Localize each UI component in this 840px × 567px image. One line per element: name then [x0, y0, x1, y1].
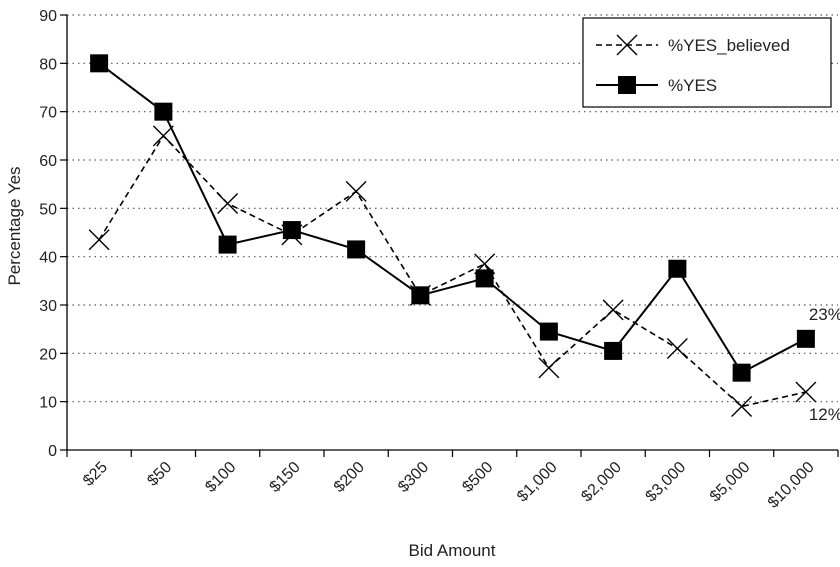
- x-tick-label: $3,000: [643, 459, 690, 506]
- axes: [60, 14, 839, 457]
- x-tick-label: $5,000: [707, 459, 754, 506]
- x-tick-label: $150: [267, 459, 304, 496]
- x-marker: [88, 229, 110, 251]
- x-axis-title: Bid Amount: [409, 541, 496, 560]
- x-tick-label: $25: [80, 459, 111, 490]
- square-marker: [732, 363, 751, 382]
- x-marker: [666, 338, 688, 359]
- x-marker: [538, 357, 560, 379]
- x-tick-label: $200: [331, 459, 368, 496]
- y-tick-label: 0: [48, 443, 57, 460]
- x-tick-label: $10,000: [765, 459, 818, 512]
- x-tick-label: $300: [395, 459, 432, 496]
- legend-label: %YES_believed: [668, 36, 790, 55]
- x-tick-label: $500: [459, 459, 496, 496]
- square-marker: [539, 322, 558, 341]
- x-marker: [217, 193, 239, 214]
- series: [88, 54, 817, 417]
- x-marker: [731, 396, 753, 417]
- square-marker: [411, 286, 430, 305]
- square-marker: [218, 235, 237, 254]
- x-tick-label: $50: [144, 459, 175, 490]
- square-marker: [282, 221, 301, 240]
- series-line: [98, 62, 807, 374]
- square-marker: [475, 269, 494, 288]
- legend-label: %YES: [668, 76, 717, 95]
- annotation-label: 12%: [809, 405, 840, 424]
- x-marker: [345, 180, 367, 202]
- square-marker: [796, 329, 815, 348]
- square-marker: [90, 54, 109, 73]
- y-tick-label: 30: [39, 298, 57, 315]
- gridlines: [67, 14, 838, 403]
- y-tick-label: 50: [39, 201, 57, 218]
- y-tick-label: 80: [39, 56, 57, 73]
- x-tick-label: $1,000: [514, 459, 561, 506]
- square-marker: [618, 76, 636, 94]
- y-tick-label: 70: [39, 105, 57, 122]
- annotation-label: 23%: [809, 305, 840, 324]
- x-marker: [616, 34, 638, 56]
- series-yes: [90, 54, 815, 382]
- x-marker: [152, 125, 174, 147]
- x-tick-label: $2,000: [578, 459, 625, 506]
- square-marker: [668, 259, 687, 278]
- y-tick-label: 90: [39, 8, 57, 25]
- x-tick-label: $100: [202, 459, 239, 496]
- annotations: 23% 12%: [809, 305, 840, 424]
- y-tick-label: 20: [39, 346, 57, 363]
- series-line: [98, 134, 807, 408]
- x-marker: [795, 381, 817, 403]
- y-tick-label: 60: [39, 153, 57, 170]
- y-axis-title: Percentage Yes: [5, 166, 24, 285]
- series-yes-believed: [88, 125, 817, 417]
- square-marker: [154, 102, 173, 121]
- y-tick-label: 40: [39, 250, 57, 267]
- legend: %YES_believed %YES: [582, 17, 832, 108]
- x-marker: [602, 299, 624, 321]
- y-tick-label: 10: [39, 395, 57, 412]
- square-marker: [347, 240, 366, 259]
- square-marker: [604, 341, 623, 360]
